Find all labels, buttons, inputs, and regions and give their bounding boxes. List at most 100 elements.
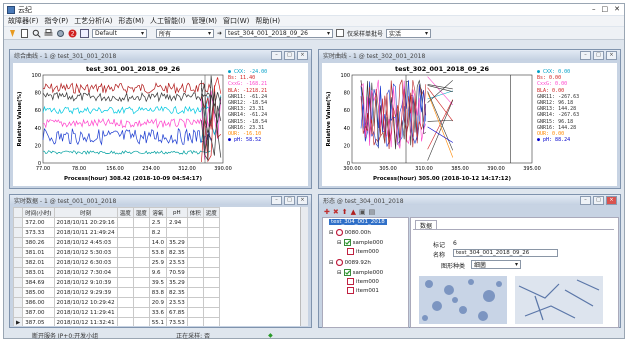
- status-indicator-icon: ◆: [268, 331, 273, 339]
- tree-node-time[interactable]: ⊟ 0089.92h: [329, 259, 371, 266]
- maximize-icon[interactable]: □: [593, 51, 604, 60]
- column-header[interactable]: 湿度: [132, 207, 150, 218]
- menu-item-window[interactable]: 窗口(W): [223, 17, 250, 25]
- column-header[interactable]: 溶氧: [148, 207, 167, 218]
- table-row[interactable]: 372.00 2018/10/11 20:29:16 2.5 2.94: [13, 217, 220, 228]
- table-cell: 384.69: [22, 277, 55, 288]
- status-connection: 断开服务 IP+0:开发小组: [32, 332, 99, 340]
- series-line: [427, 87, 454, 122]
- menu-item-help[interactable]: 帮助(H): [255, 17, 281, 25]
- table-row[interactable]: 386.00 2018/10/12 10:29:42 20.9 23.53: [13, 297, 220, 308]
- tree-node-item[interactable]: item000: [347, 278, 379, 285]
- name-field[interactable]: test_304_001_2018_09_26: [453, 249, 558, 257]
- table-row[interactable]: 381.01 2018/10/12 5:30:03 53.8 82.35: [13, 247, 220, 258]
- close-icon[interactable]: ×: [297, 196, 308, 205]
- column-header[interactable]: 时刻: [53, 207, 118, 218]
- tree-root[interactable]: test_304_001_2018: [329, 219, 387, 225]
- close-icon[interactable]: ×: [606, 51, 617, 60]
- print-icon[interactable]: [44, 28, 53, 38]
- tab-data[interactable]: 数据: [415, 220, 438, 230]
- sample-filter-checkbox[interactable]: [336, 29, 345, 37]
- table-cell: [132, 297, 150, 308]
- tree-node-item[interactable]: item000: [347, 248, 379, 255]
- tree-node-sample[interactable]: ⊟ sample000: [337, 239, 383, 246]
- expand-icon[interactable]: ⊟: [329, 229, 334, 236]
- file-select[interactable]: test_304_001_2018_09_26 ▾: [225, 28, 334, 38]
- search-icon[interactable]: [32, 29, 41, 38]
- series-line: [201, 90, 222, 160]
- table-row[interactable]: 382.01 2018/10/12 6:30:03 25.9 23.53: [13, 257, 220, 268]
- pin-icon[interactable]: ⬆: [341, 207, 348, 216]
- maximize-icon[interactable]: □: [593, 196, 604, 205]
- expand-icon[interactable]: ⊟: [337, 239, 342, 246]
- minimize-icon[interactable]: –: [580, 51, 591, 60]
- document-icon[interactable]: [20, 28, 29, 38]
- table-row[interactable]: 387.00 2018/10/12 11:29:41 33.6 67.85: [13, 307, 220, 318]
- column-header[interactable]: pH: [165, 207, 188, 218]
- stop-icon[interactable]: 2: [68, 29, 77, 38]
- legend-entry: ● pH: 58.52: [228, 137, 262, 144]
- table-row[interactable]: 383.01 2018/10/12 7:30:04 9.6 70.59: [13, 267, 220, 278]
- mode-select[interactable]: 实活 ▾: [386, 28, 432, 38]
- image-icon[interactable]: ▣: [359, 207, 366, 216]
- add-icon[interactable]: ✚: [324, 207, 330, 216]
- table-cell: [116, 307, 134, 318]
- tree-node-item[interactable]: item001: [347, 287, 379, 294]
- table-cell: [132, 287, 150, 298]
- settings-icon[interactable]: [56, 29, 65, 38]
- check-icon: [343, 269, 351, 276]
- table-cell: 23.53: [165, 297, 188, 308]
- table-cell: 386.00: [22, 297, 55, 308]
- arrow-right-icon: ➜: [217, 29, 223, 37]
- vertical-scrollbar[interactable]: [300, 207, 308, 326]
- minimize-icon[interactable]: –: [271, 51, 282, 60]
- type-select[interactable]: 细菌 ▾: [471, 260, 521, 269]
- maximize-icon[interactable]: □: [284, 51, 295, 60]
- save-icon[interactable]: ▤: [368, 207, 376, 216]
- minimize-icon[interactable]: –: [271, 196, 282, 205]
- close-icon[interactable]: ✕: [614, 5, 620, 13]
- menu-item-command[interactable]: 指令(P): [44, 17, 69, 25]
- tag-value: 6: [453, 240, 457, 247]
- delete-icon[interactable]: ✖: [332, 207, 339, 216]
- column-header[interactable]: 体积: [186, 207, 204, 218]
- legend-entry: ● CXX: 0.00: [537, 69, 571, 75]
- minimize-icon[interactable]: –: [580, 196, 591, 205]
- maximize-icon[interactable]: □: [601, 5, 609, 13]
- column-header[interactable]: 温度: [116, 207, 134, 218]
- legend-entry: GNR15: -18.54: [228, 118, 268, 125]
- table-cell: [186, 237, 204, 248]
- profile-select[interactable]: Default ▾: [92, 28, 147, 38]
- column-header[interactable]: 时间(小时): [22, 207, 55, 218]
- table-row[interactable]: 384.69 2018/10/12 9:10:39 39.5 35.29: [13, 277, 220, 288]
- filter-select[interactable]: 所有 ▾: [156, 28, 214, 38]
- close-icon[interactable]: ×: [297, 51, 308, 60]
- tree-node-time[interactable]: ⊟ 0080.00h: [329, 229, 371, 236]
- report-icon[interactable]: [80, 28, 89, 38]
- row-header: [13, 267, 24, 278]
- column-header[interactable]: 泥度: [202, 207, 220, 218]
- expand-icon[interactable]: ⊟: [337, 269, 342, 276]
- tree-label: item000: [356, 278, 379, 285]
- table-row[interactable]: 380.26 2018/10/12 4:45:03 14.0 35.29: [13, 237, 220, 248]
- table-row[interactable]: ▶ 387.05 2018/10/12 11:32:41 55.1 73.53: [13, 317, 220, 326]
- menu-item-manage[interactable]: 管理(M): [191, 17, 218, 25]
- up-icon[interactable]: ▲: [350, 207, 357, 216]
- menu-item-ai[interactable]: 人工智能(I): [149, 17, 186, 25]
- maximize-icon[interactable]: □: [284, 196, 295, 205]
- menu-item-process-analysis[interactable]: 工艺分析(A): [74, 17, 113, 25]
- tree-node-sample[interactable]: ⊟ sample000: [337, 269, 383, 276]
- close-icon[interactable]: ×: [606, 196, 617, 205]
- table-cell: [186, 287, 204, 298]
- table-cell: [202, 277, 220, 288]
- connect-icon[interactable]: [8, 29, 17, 38]
- table-row[interactable]: 385.00 2018/10/12 9:29:39 83.8 82.35: [13, 287, 220, 298]
- menu-item-morphology[interactable]: 形态(M): [118, 17, 144, 25]
- table-cell: [116, 237, 134, 248]
- table-cell: 23.53: [165, 257, 188, 268]
- minimize-icon[interactable]: –: [592, 5, 596, 13]
- table-row[interactable]: 373.33 2018/10/11 21:49:24 8.2: [13, 227, 220, 238]
- row-header: [13, 307, 24, 318]
- expand-icon[interactable]: ⊟: [329, 259, 334, 266]
- menu-item-fault[interactable]: 故障器(F): [8, 17, 39, 25]
